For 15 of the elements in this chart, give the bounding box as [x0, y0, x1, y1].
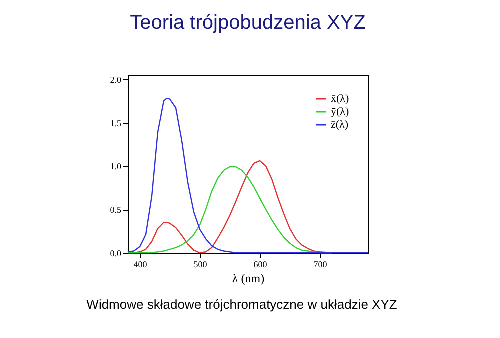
- y-tick-label: 0.0: [110, 248, 122, 258]
- y-tick-label: 2.0: [110, 74, 122, 85]
- legend-label: x̄(λ): [331, 93, 350, 105]
- legend-label: z̄(λ): [331, 119, 349, 131]
- chart-title: Teoria trójpobudzenia XYZ: [130, 12, 366, 34]
- y-tick-label: 1.0: [110, 162, 122, 172]
- text: Widmowe składowe trójchromatyczne w układzie XYZ: [86, 297, 398, 312]
- y-tick-label: 0.5: [110, 205, 122, 216]
- x-tick-label: 500: [194, 260, 208, 270]
- x-tick-label: 400: [134, 260, 148, 270]
- legend-label: ȳ(λ): [331, 106, 350, 118]
- x-tick-label: 700: [314, 260, 328, 270]
- y-tick-label: 1.5: [110, 118, 122, 128]
- x-tick-label: 600: [254, 260, 268, 270]
- x-axis-title: λ (nm): [232, 272, 265, 286]
